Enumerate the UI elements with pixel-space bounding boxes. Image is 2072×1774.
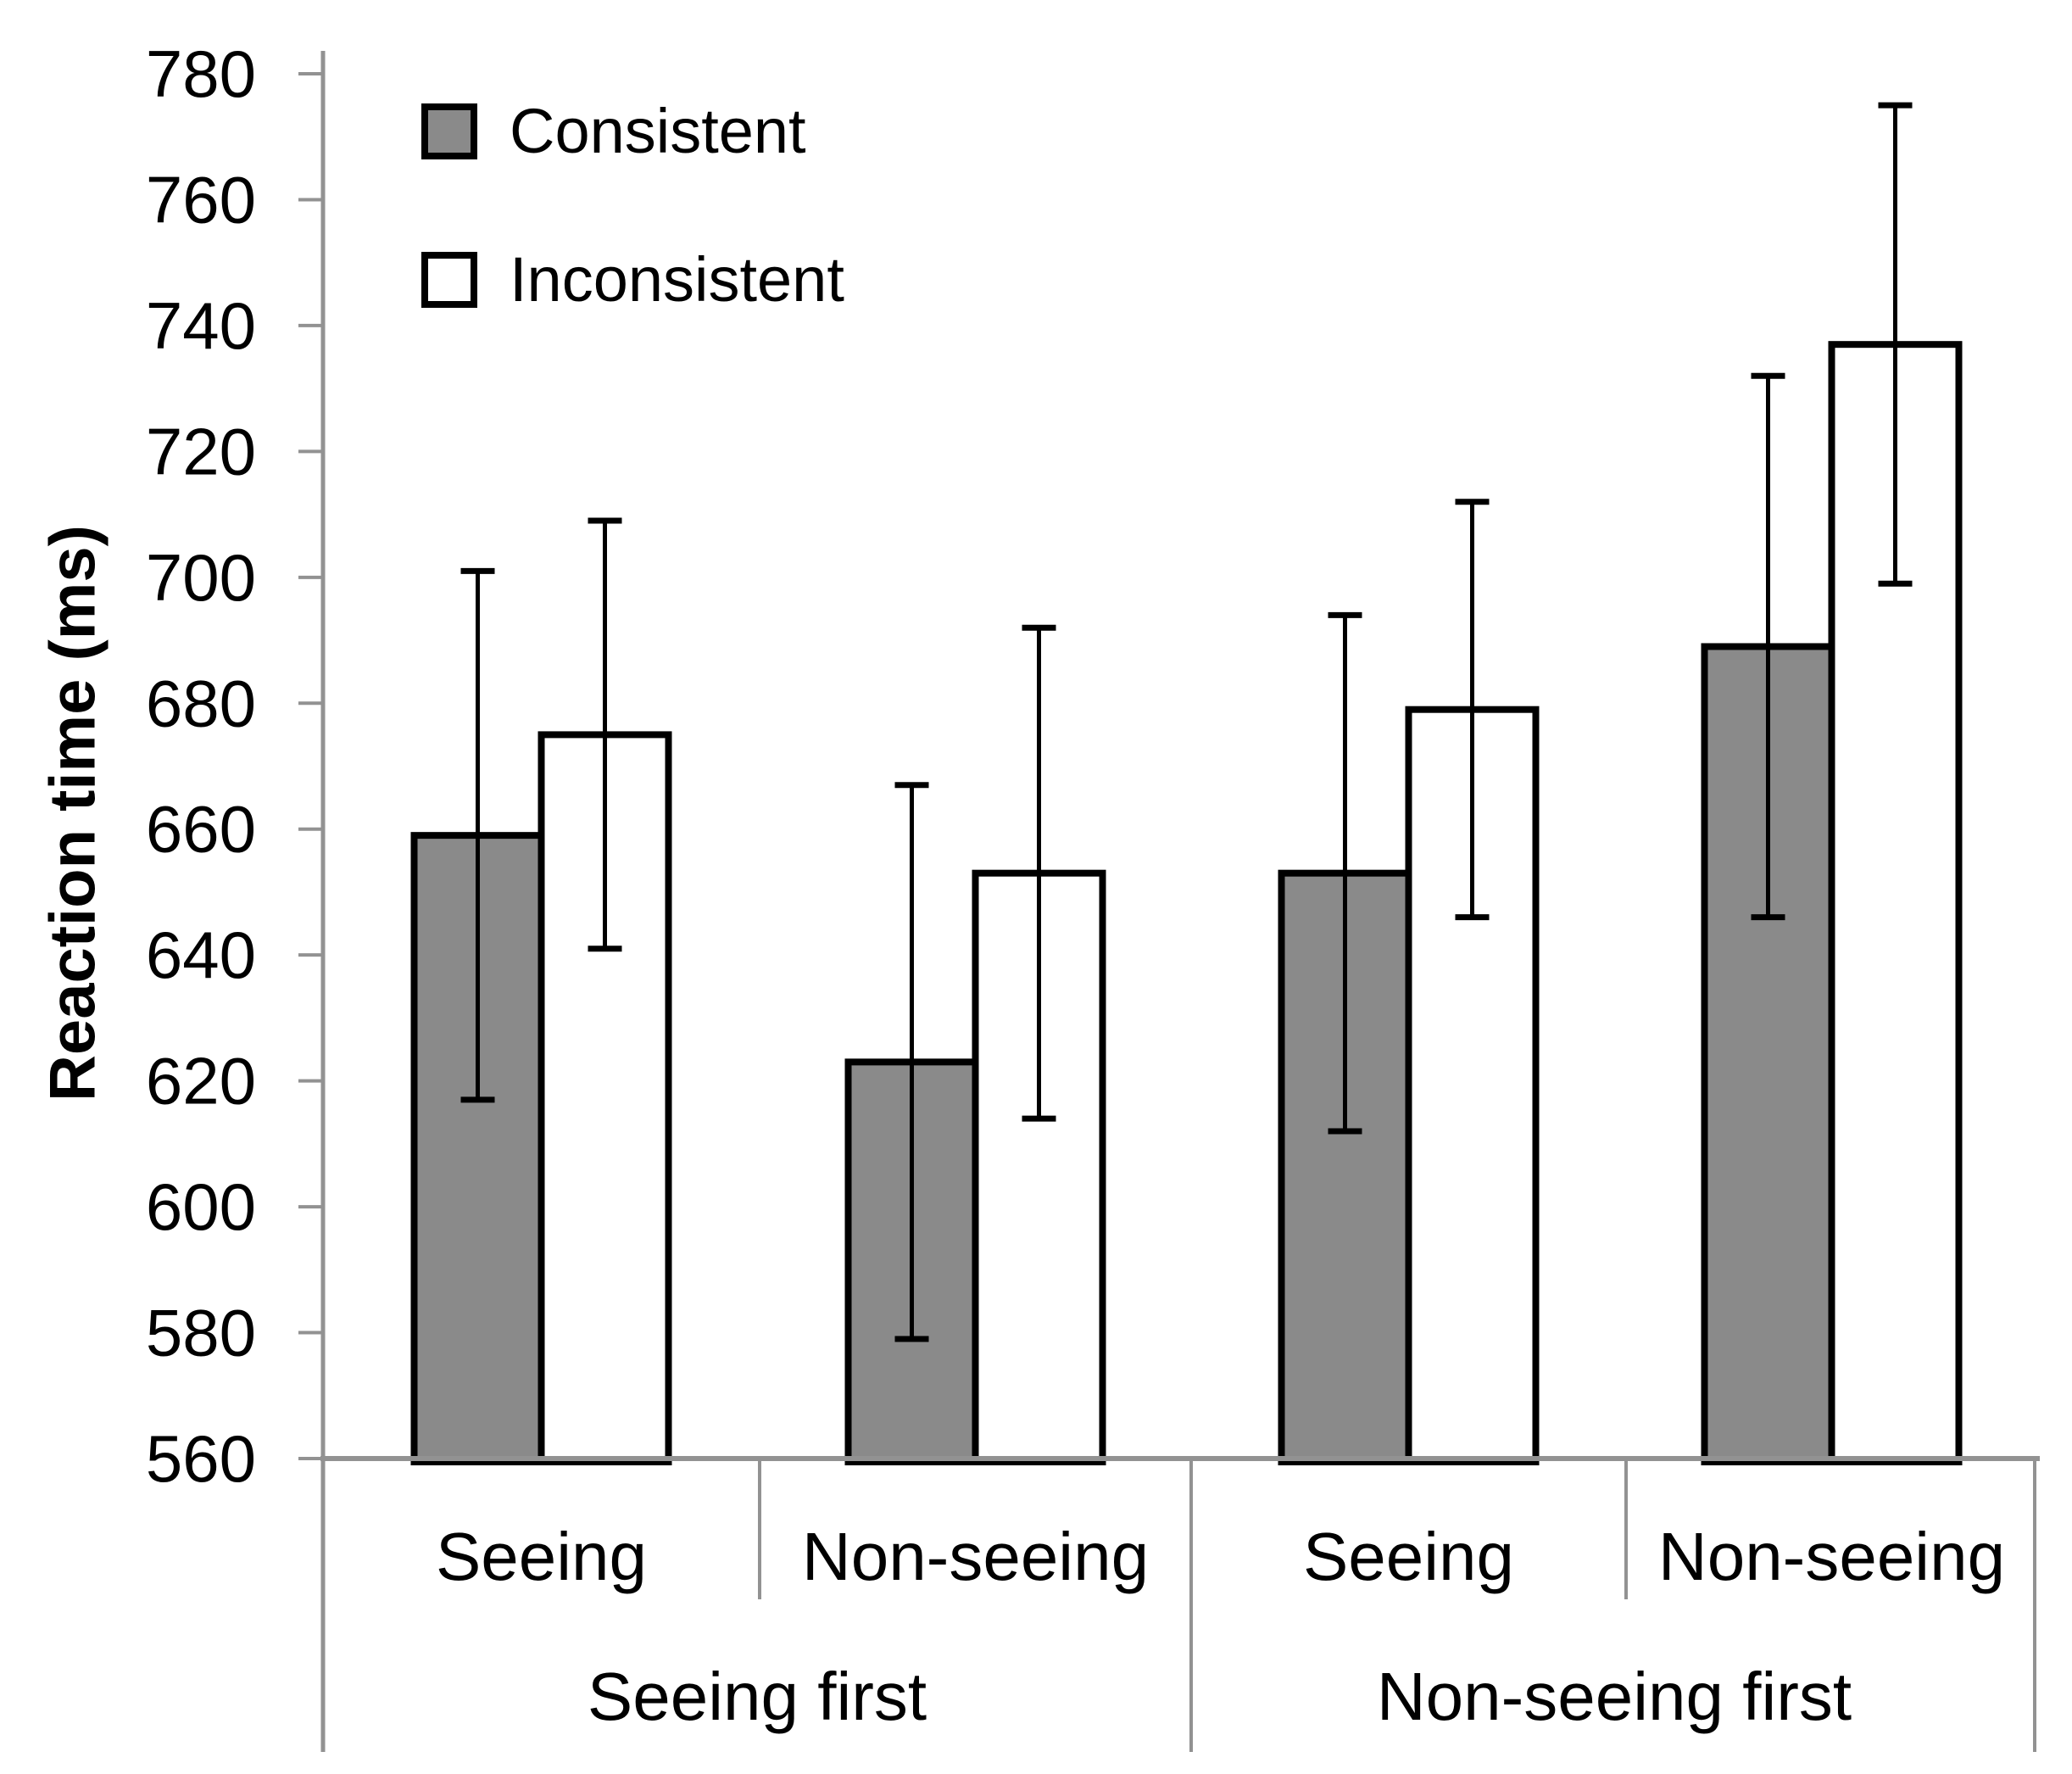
y-tick-label: 580 — [146, 1296, 256, 1370]
bar-inconsistent-2 — [972, 869, 1106, 1466]
x-group-label: Non-seeing first — [1377, 1659, 1852, 1734]
x-group-label: Seeing first — [588, 1659, 927, 1734]
x-subcategory-label: Seeing — [436, 1519, 647, 1594]
y-tick-label: 560 — [146, 1421, 256, 1496]
y-tick-label: 680 — [146, 666, 256, 740]
y-tick-label: 660 — [146, 792, 256, 867]
legend-item-consistent: Consistent — [421, 95, 806, 167]
x-subcategory-label: Non-seeing — [802, 1519, 1149, 1594]
y-tick-label: 780 — [146, 36, 256, 111]
y-tick-label: 600 — [146, 1169, 256, 1244]
legend-label-inconsistent: Inconsistent — [510, 244, 844, 315]
y-tick-label: 620 — [146, 1044, 256, 1119]
y-tick-label: 740 — [146, 288, 256, 363]
consistent-swatch-icon — [421, 103, 477, 159]
y-axis-title: Reaction time (ms) — [36, 525, 109, 1102]
y-tick-label: 640 — [146, 918, 256, 992]
inconsistent-swatch-icon — [421, 251, 477, 308]
y-tick-label: 760 — [146, 162, 256, 237]
bar-consistent-3 — [1278, 869, 1412, 1466]
x-subcategory-label: Seeing — [1303, 1519, 1514, 1594]
y-tick-label: 700 — [146, 540, 256, 615]
legend-item-inconsistent: Inconsistent — [421, 243, 844, 315]
legend-label-consistent: Consistent — [510, 96, 806, 166]
y-tick-label: 720 — [146, 414, 256, 488]
x-subcategory-label: Non-seeing — [1658, 1519, 2005, 1594]
